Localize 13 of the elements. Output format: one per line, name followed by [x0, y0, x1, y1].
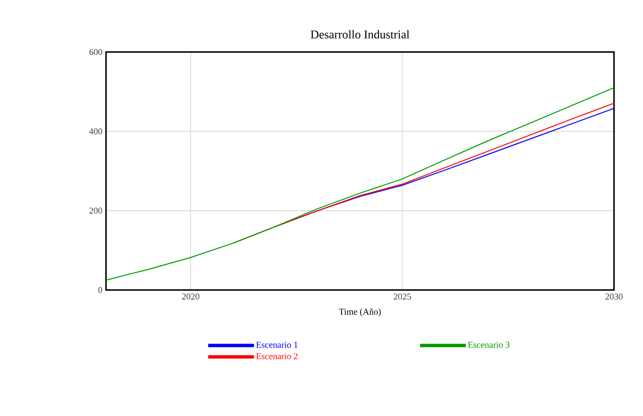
y-tick-label: 600 [89, 48, 102, 56]
y-tick-label: 200 [89, 208, 102, 214]
x-tick-label: 2025 [394, 294, 411, 300]
chart-title: Desarrollo Industrial [310, 30, 410, 39]
x-tick-label: 2030 [605, 294, 623, 300]
y-tick-label: 0 [98, 286, 102, 294]
text: Escenario 2 [256, 353, 298, 360]
line-series [106, 87, 614, 281]
y-tick-label: 400 [89, 128, 102, 134]
x-axis-title: Time (Año) [339, 308, 381, 317]
text: Escenario 1 [256, 342, 298, 348]
x-tick-label: 2020 [182, 294, 200, 300]
text: Escenario 3 [468, 342, 510, 348]
